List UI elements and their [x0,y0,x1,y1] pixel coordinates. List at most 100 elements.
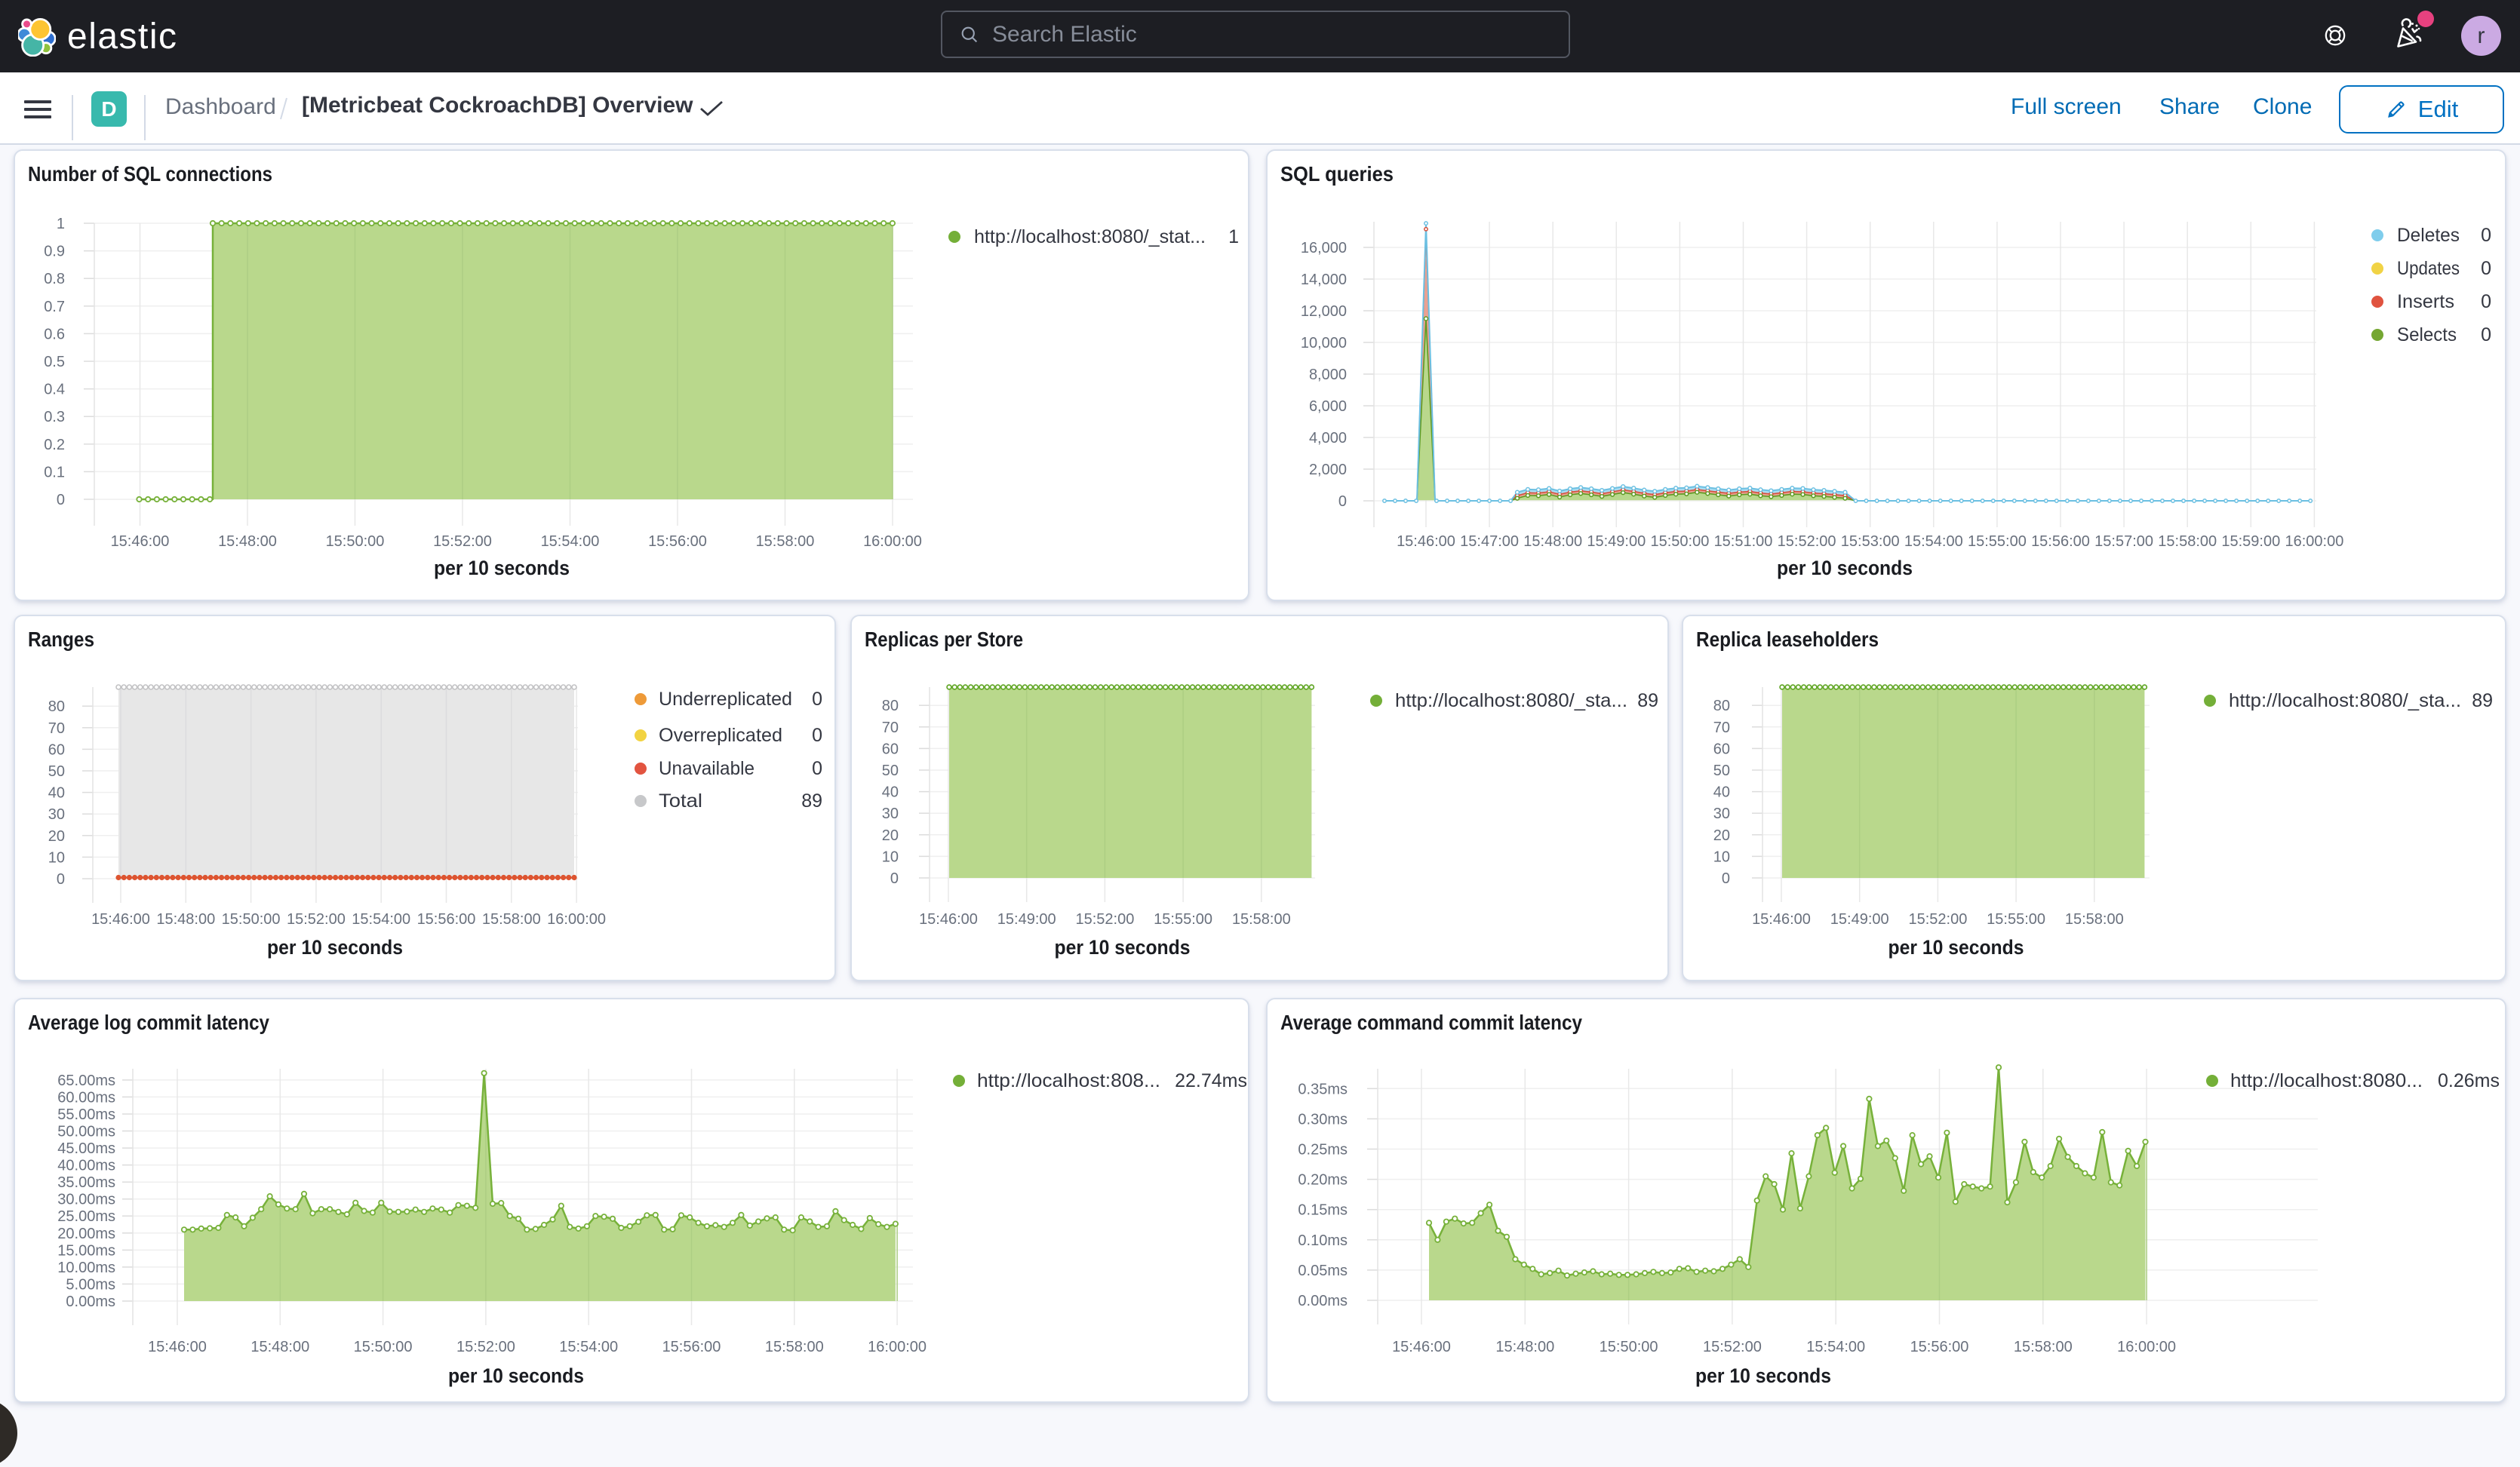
svg-text:60: 60 [1713,741,1730,757]
svg-text:0: 0 [812,758,822,779]
svg-text:per 10 seconds: per 10 seconds [267,936,403,959]
svg-text:15:54:00: 15:54:00 [559,1339,618,1355]
svg-text:15:46:00: 15:46:00 [1397,533,1455,550]
svg-text:per 10 seconds: per 10 seconds [1055,936,1191,959]
svg-text:16:00:00: 16:00:00 [2285,533,2343,550]
svg-text:15:56:00: 15:56:00 [648,533,707,550]
svg-text:15:46:00: 15:46:00 [148,1339,207,1355]
svg-text:0.9: 0.9 [44,244,65,260]
svg-text:0: 0 [2481,291,2491,312]
svg-text:15:46:00: 15:46:00 [1752,911,1811,928]
svg-text:0.1: 0.1 [44,464,65,480]
svg-text:14,000: 14,000 [1301,272,1347,288]
svg-text:15:57:00: 15:57:00 [2094,533,2153,550]
svg-text:35.00ms: 35.00ms [57,1174,115,1191]
svg-text:0: 0 [57,492,65,508]
svg-text:10.00ms: 10.00ms [57,1260,115,1276]
svg-text:15:58:00: 15:58:00 [765,1339,824,1355]
svg-text:15:46:00: 15:46:00 [1392,1339,1451,1355]
svg-text:15:49:00: 15:49:00 [997,911,1056,928]
svg-text:89: 89 [1637,690,1658,711]
svg-text:15:59:00: 15:59:00 [2221,533,2280,550]
svg-text:0.8: 0.8 [44,271,65,287]
svg-text:http://localhost:808...: http://localhost:808... [977,1070,1160,1091]
svg-text:15:48:00: 15:48:00 [1523,533,1582,550]
svg-text:70: 70 [48,720,65,737]
svg-text:15:56:00: 15:56:00 [417,911,476,928]
svg-text:per 10 seconds: per 10 seconds [448,1364,584,1387]
svg-text:http://localhost:8080/_stat...: http://localhost:8080/_stat... [974,226,1206,247]
svg-text:15:58:00: 15:58:00 [482,911,541,928]
svg-text:15:50:00: 15:50:00 [1650,533,1709,550]
svg-text:5.00ms: 5.00ms [66,1276,115,1293]
svg-text:15:56:00: 15:56:00 [1910,1339,1969,1355]
svg-text:80: 80 [882,698,899,714]
svg-text:0: 0 [2481,225,2491,246]
svg-text:15:52:00: 15:52:00 [1075,911,1134,928]
svg-text:0.6: 0.6 [44,326,65,342]
svg-text:per 10 seconds: per 10 seconds [1888,936,2024,959]
svg-text:0.2: 0.2 [44,437,65,453]
svg-text:10: 10 [882,849,899,865]
svg-text:15:55:00: 15:55:00 [1154,911,1212,928]
svg-text:15.00ms: 15.00ms [57,1242,115,1259]
svg-text:15:52:00: 15:52:00 [1703,1339,1762,1355]
svg-text:0: 0 [1338,493,1347,510]
svg-text:0: 0 [1722,870,1730,887]
svg-text:Overreplicated: Overreplicated [659,725,782,746]
svg-text:Total: Total [659,790,702,812]
svg-text:per 10 seconds: per 10 seconds [1777,557,1913,579]
svg-text:20: 20 [1713,827,1730,844]
svg-text:15:51:00: 15:51:00 [1714,533,1773,550]
svg-text:Deletes: Deletes [2397,225,2460,246]
svg-text:0.26ms: 0.26ms [2438,1070,2500,1091]
svg-text:Underreplicated: Underreplicated [659,689,792,710]
svg-text:16:00:00: 16:00:00 [868,1339,927,1355]
svg-text:16:00:00: 16:00:00 [2117,1339,2176,1355]
svg-text:15:49:00: 15:49:00 [1830,911,1889,928]
svg-text:50: 50 [48,763,65,780]
svg-text:70: 70 [882,720,899,736]
svg-text:15:46:00: 15:46:00 [111,533,170,550]
svg-text:0.05ms: 0.05ms [1298,1263,1348,1279]
svg-text:15:52:00: 15:52:00 [287,911,346,928]
svg-text:30: 30 [48,806,65,823]
svg-text:15:56:00: 15:56:00 [662,1339,721,1355]
svg-text:15:58:00: 15:58:00 [1232,911,1291,928]
svg-text:15:50:00: 15:50:00 [354,1339,413,1355]
svg-text:60.00ms: 60.00ms [57,1089,115,1106]
svg-text:0: 0 [2481,258,2491,279]
svg-text:Replicas per Store: Replicas per Store [865,628,1023,651]
svg-text:15:47:00: 15:47:00 [1460,533,1519,550]
svg-text:15:46:00: 15:46:00 [91,911,150,928]
svg-text:50.00ms: 50.00ms [57,1124,115,1140]
svg-text:Ranges: Ranges [28,628,94,651]
svg-text:6,000: 6,000 [1309,398,1347,415]
svg-text:89: 89 [2472,690,2493,711]
svg-text:0: 0 [812,725,822,746]
svg-text:15:56:00: 15:56:00 [2031,533,2090,550]
svg-text:Average log commit latency: Average log commit latency [28,1011,269,1034]
svg-text:15:49:00: 15:49:00 [1587,533,1646,550]
svg-text:2,000: 2,000 [1309,462,1347,478]
svg-text:0.15ms: 0.15ms [1298,1202,1348,1219]
svg-text:15:54:00: 15:54:00 [1904,533,1963,550]
svg-text:http://localhost:8080/_sta...: http://localhost:8080/_sta... [2229,690,2461,711]
svg-text:0.5: 0.5 [44,354,65,370]
svg-text:0.35ms: 0.35ms [1298,1081,1348,1097]
svg-text:0.00ms: 0.00ms [66,1294,115,1310]
svg-text:0.00ms: 0.00ms [1298,1293,1348,1309]
svg-text:per 10 seconds: per 10 seconds [434,557,570,579]
svg-text:65.00ms: 65.00ms [57,1073,115,1089]
svg-text:30.00ms: 30.00ms [57,1192,115,1208]
svg-text:0.30ms: 0.30ms [1298,1111,1348,1128]
svg-text:16,000: 16,000 [1301,240,1347,256]
svg-text:80: 80 [48,698,65,715]
svg-text:1: 1 [1228,226,1239,247]
svg-text:4,000: 4,000 [1309,430,1347,447]
svg-text:20.00ms: 20.00ms [57,1226,115,1242]
svg-text:15:50:00: 15:50:00 [222,911,281,928]
svg-text:50: 50 [1713,763,1730,779]
svg-text:15:54:00: 15:54:00 [1806,1339,1865,1355]
svg-text:0: 0 [57,871,65,888]
